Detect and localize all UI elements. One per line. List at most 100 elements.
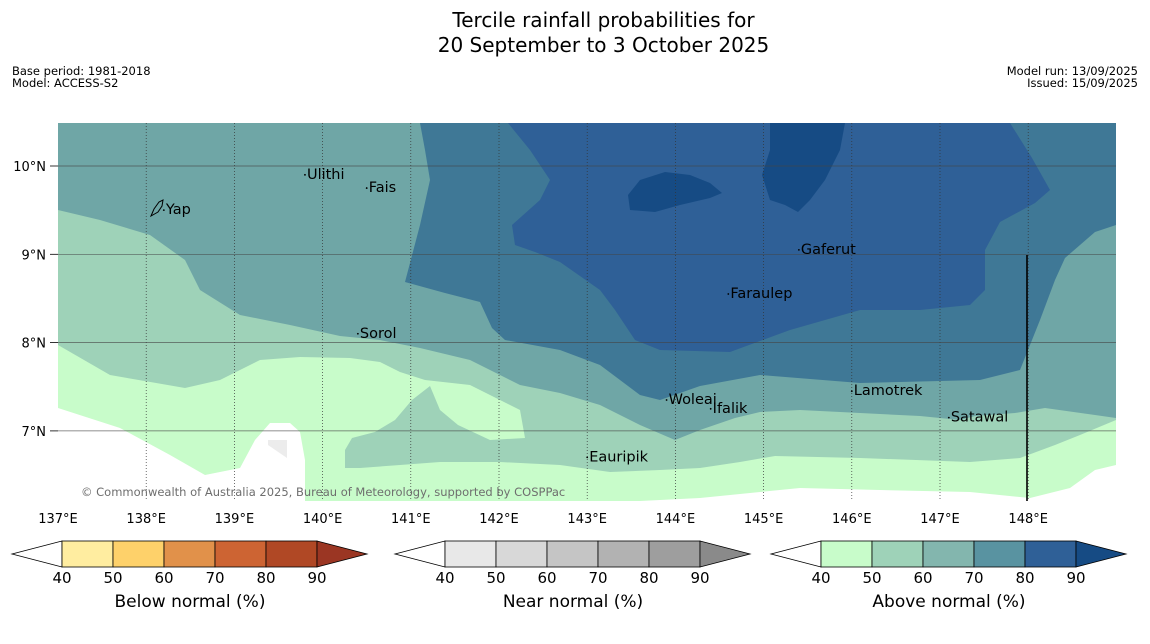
lat-tick-label: 10°N: [13, 160, 46, 175]
colorbar-high-extension: [316, 540, 369, 568]
place-marker: [665, 399, 668, 401]
colorbar-high-extension: [699, 540, 752, 568]
lat-tick-label: 7°N: [22, 425, 47, 440]
metadata-right: Model run: 13/09/2025 Issued: 15/09/2025: [1007, 65, 1138, 89]
colorbar-segment: [546, 540, 599, 568]
lon-tick-label: 143°E: [567, 512, 607, 527]
place-marker: [947, 416, 950, 419]
place-label-yap: Yap: [165, 202, 191, 218]
place-label-ifalik: Ifalik: [713, 401, 748, 417]
place-marker: [727, 293, 730, 295]
model-run-text: Model run: 13/09/2025: [1006, 64, 1138, 78]
colorbar-segment: [597, 540, 650, 568]
longitude-labels: 137°E 138°E 139°E 140°E 141°E 142°E 143°E 144°E…: [38, 512, 1048, 527]
colorbar-low-extension: [10, 540, 63, 568]
lon-tick-label: 140°E: [303, 512, 343, 527]
colorbar-segment: [922, 540, 975, 568]
colorbar-segment: [444, 540, 497, 568]
colorbar-tick-label: 90: [1066, 569, 1085, 587]
place-label-eauripik: Eauripik: [589, 449, 648, 465]
zone-near-normal-patch: [268, 440, 287, 458]
place-marker: [797, 248, 800, 251]
lon-tick-label: 142°E: [479, 512, 519, 527]
place-marker: [709, 407, 712, 410]
metadata-left: Base period: 1981-2018 Model: ACCESS-S2: [12, 65, 151, 89]
colorbar-tick-label: 70: [205, 569, 224, 587]
lon-tick-label: 148°E: [1008, 512, 1048, 527]
colorbar-segment: [495, 540, 548, 568]
lon-tick-label: 146°E: [832, 512, 872, 527]
colorbar-tick-label: 70: [588, 569, 607, 587]
colorbar-tick-label: 60: [913, 569, 932, 587]
probability-map: Yap Ulithi Fais Sorol Gaferut Faraulep Lamotre…: [13, 123, 1116, 527]
colorbar-segment: [163, 540, 216, 568]
colorbar-low-extension: [769, 540, 822, 568]
place-label-ulithi: Ulithi: [307, 167, 345, 183]
colorbar-high-extension: [1075, 540, 1128, 568]
colorbar-tick-label: 40: [435, 569, 454, 587]
map-title-line-2: 20 September to 3 October 2025: [437, 33, 770, 57]
place-marker: [356, 332, 359, 335]
place-marker: [586, 456, 589, 459]
place-label-woleai: Woleai: [669, 392, 717, 408]
place-label-faraulep: Faraulep: [730, 286, 792, 302]
below-normal-legend-label: Below normal (%): [114, 592, 266, 612]
colorbar-tick-label: 80: [256, 569, 275, 587]
above-normal-colorbar: 40 50 60 70 80 90: [769, 540, 1128, 587]
colorbar-tick-label: 40: [811, 569, 830, 587]
lon-tick-label: 138°E: [126, 512, 166, 527]
colorbar-segment: [648, 540, 701, 568]
colorbar-tick-label: 80: [639, 569, 658, 587]
place-label-satawal: Satawal: [951, 410, 1008, 426]
above-normal-legend-label: Above normal (%): [872, 592, 1026, 612]
yap-island-outline: [149, 199, 164, 218]
colorbar-tick-label: 90: [307, 569, 326, 587]
colorbar-low-extension: [393, 540, 446, 568]
colorbar-tick-label: 80: [1015, 569, 1034, 587]
place-marker: [162, 209, 165, 212]
map-title: Tercile rainfall probabilities for 20 Se…: [0, 8, 1150, 58]
lon-tick-label: 144°E: [656, 512, 696, 527]
below-normal-colorbar: 40 50 60 70 80 90: [10, 540, 369, 587]
colorbar-segment: [265, 540, 318, 568]
latitude-labels: 10°N 9°N 8°N 7°N: [13, 160, 58, 440]
lat-tick-label: 9°N: [22, 248, 47, 263]
colorbar-segment: [973, 540, 1026, 568]
colorbar-tick-label: 50: [486, 569, 505, 587]
place-label-lamotrek: Lamotrek: [854, 383, 923, 399]
lon-tick-label: 137°E: [38, 512, 78, 527]
model-text: Model: ACCESS-S2: [12, 76, 119, 90]
lon-tick-label: 147°E: [920, 512, 960, 527]
colorbar-segment: [214, 540, 267, 568]
map-title-line-1: Tercile rainfall probabilities for: [452, 8, 755, 32]
colorbar-segment: [112, 540, 165, 568]
near-normal-colorbar: 40 50 60 70 80 90: [393, 540, 752, 587]
lon-tick-label: 141°E: [391, 512, 431, 527]
colorbar-tick-label: 60: [154, 569, 173, 587]
place-label-gaferut: Gaferut: [801, 242, 856, 258]
issued-text: Issued: 15/09/2025: [1027, 76, 1138, 90]
colorbar-tick-label: 90: [690, 569, 709, 587]
copyright-text: © Commonwealth of Australia 2025, Bureau…: [81, 485, 565, 499]
place-marker: [365, 187, 368, 189]
lat-lon-gridlines: [58, 123, 1116, 501]
colorbar-tick-label: 40: [52, 569, 71, 587]
colorbar-segment: [1024, 540, 1077, 568]
colorbar-tick-label: 50: [103, 569, 122, 587]
colorbar-segment: [61, 540, 114, 568]
place-labels: Yap Ulithi Fais Sorol Gaferut Faraulep Lamotre…: [162, 167, 1008, 465]
place-label-sorol: Sorol: [360, 326, 397, 342]
zone-above-90-a: [762, 123, 845, 212]
colorbar-segment: [871, 540, 924, 568]
base-period-text: Base period: 1981-2018: [12, 64, 151, 78]
place-label-fais: Fais: [369, 180, 396, 196]
colorbar-tick-label: 70: [964, 569, 983, 587]
zone-above-90-b: [628, 172, 722, 212]
place-marker: [850, 390, 853, 393]
colorbar-tick-label: 60: [537, 569, 556, 587]
colorbar-tick-label: 50: [862, 569, 881, 587]
near-normal-legend-label: Near normal (%): [502, 592, 644, 612]
place-marker: [304, 173, 306, 176]
colorbar-segment: [820, 540, 873, 568]
lon-tick-label: 145°E: [744, 512, 784, 527]
